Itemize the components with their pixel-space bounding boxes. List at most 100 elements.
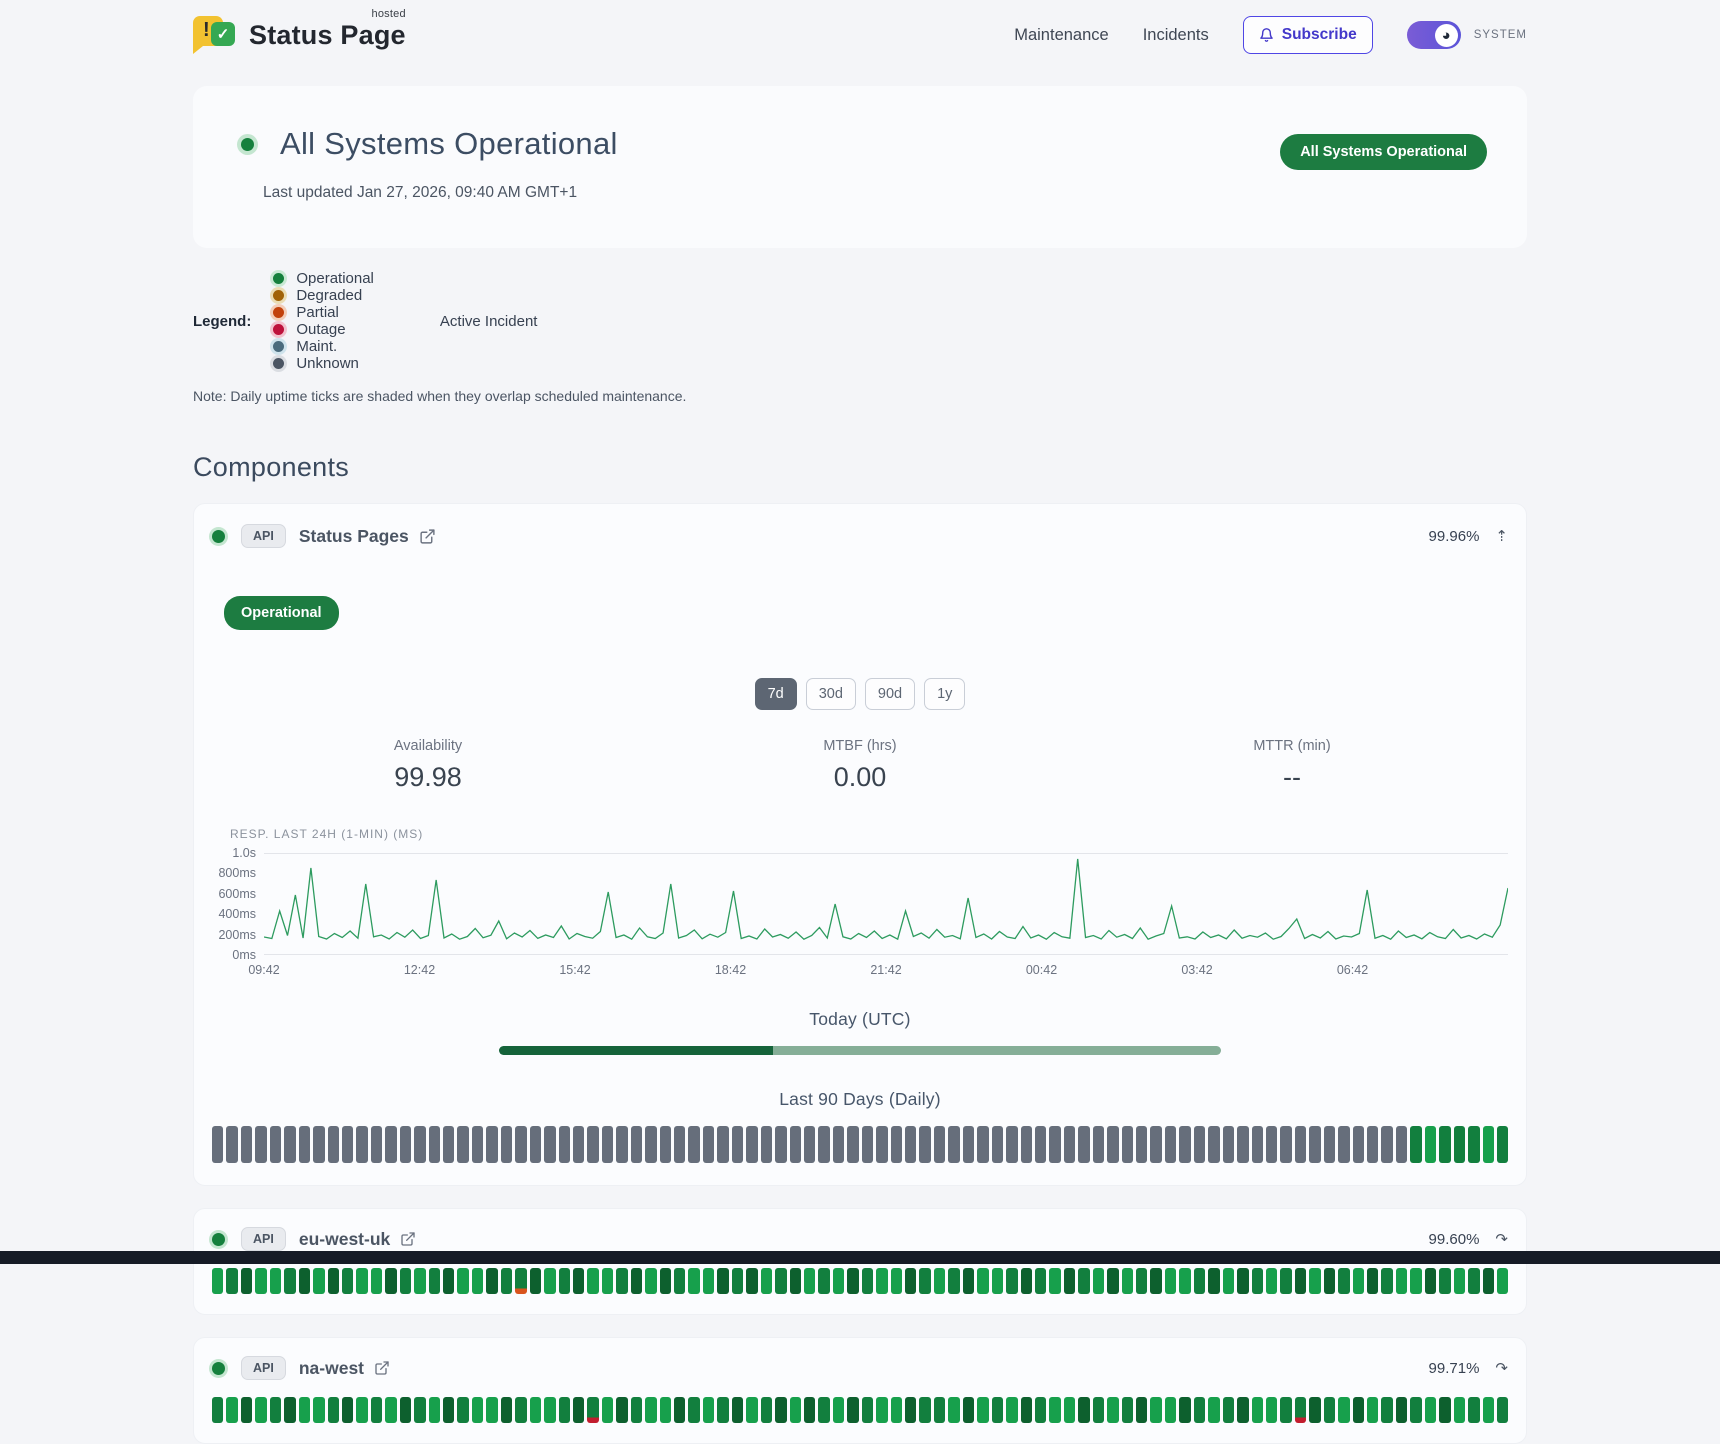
subscribe-button[interactable]: Subscribe <box>1242 16 1373 54</box>
uptime-tick[interactable] <box>832 1397 845 1423</box>
uptime-tick[interactable] <box>255 1397 267 1423</box>
uptime-tick[interactable] <box>1424 1126 1437 1163</box>
uptime-tick[interactable] <box>486 1397 498 1423</box>
uptime-tick[interactable] <box>529 1397 542 1423</box>
uptime-tick[interactable] <box>1179 1268 1191 1294</box>
uptime-tick[interactable] <box>789 1126 801 1163</box>
collapse-arrow-icon[interactable]: ⇡ <box>1495 528 1508 545</box>
uptime-tick[interactable] <box>933 1268 946 1294</box>
uptime-tick[interactable] <box>471 1397 484 1423</box>
range-button-30d[interactable]: 30d <box>805 678 856 710</box>
uptime-tick[interactable] <box>775 1397 787 1423</box>
uptime-tick[interactable] <box>1164 1126 1177 1163</box>
uptime-tick[interactable] <box>572 1126 585 1163</box>
uptime-tick[interactable] <box>1496 1268 1509 1294</box>
uptime-tick[interactable] <box>370 1397 383 1423</box>
uptime-tick[interactable] <box>688 1126 700 1163</box>
uptime-tick[interactable] <box>1468 1268 1480 1294</box>
uptime-tick[interactable] <box>558 1397 570 1423</box>
uptime-tick[interactable] <box>212 1268 224 1294</box>
uptime-tick[interactable] <box>1150 1397 1162 1423</box>
uptime-tick[interactable] <box>1367 1268 1379 1294</box>
uptime-tick[interactable] <box>818 1268 830 1294</box>
uptime-tick[interactable] <box>1410 1126 1422 1163</box>
uptime-tick[interactable] <box>1468 1397 1480 1423</box>
uptime-tick[interactable] <box>1136 1397 1148 1423</box>
uptime-tick[interactable] <box>1164 1268 1177 1294</box>
uptime-tick[interactable] <box>515 1397 527 1423</box>
uptime-tick[interactable] <box>1222 1268 1235 1294</box>
uptime-tick[interactable] <box>284 1268 296 1294</box>
uptime-tick[interactable] <box>861 1397 874 1423</box>
uptime-tick[interactable] <box>1121 1126 1133 1163</box>
uptime-tick[interactable] <box>991 1268 1004 1294</box>
uptime-tick[interactable] <box>948 1126 960 1163</box>
uptime-tick[interactable] <box>587 1268 599 1294</box>
uptime-tick[interactable] <box>544 1268 556 1294</box>
uptime-tick[interactable] <box>616 1126 628 1163</box>
uptime-tick[interactable] <box>876 1126 888 1163</box>
uptime-tick[interactable] <box>890 1126 902 1163</box>
uptime-tick[interactable] <box>659 1268 671 1294</box>
uptime-tick[interactable] <box>832 1268 845 1294</box>
uptime-tick[interactable] <box>1034 1268 1047 1294</box>
uptime-tick[interactable] <box>399 1397 412 1423</box>
uptime-tick[interactable] <box>1381 1397 1393 1423</box>
uptime-tick[interactable] <box>1352 1397 1364 1423</box>
brand-logo[interactable]: ! ✓ Status Page hosted <box>193 8 406 56</box>
uptime-tick[interactable] <box>327 1126 339 1163</box>
uptime-tick[interactable] <box>1078 1126 1090 1163</box>
uptime-tick[interactable] <box>443 1268 455 1294</box>
uptime-tick[interactable] <box>385 1268 397 1294</box>
uptime-tick[interactable] <box>962 1397 975 1423</box>
uptime-tick[interactable] <box>269 1397 282 1423</box>
uptime-tick[interactable] <box>789 1397 801 1423</box>
uptime-tick[interactable] <box>1309 1268 1321 1294</box>
uptime-tick[interactable] <box>443 1397 455 1423</box>
uptime-tick[interactable] <box>890 1268 902 1294</box>
uptime-tick[interactable] <box>919 1397 931 1423</box>
uptime-tick[interactable] <box>1309 1397 1321 1423</box>
uptime-tick[interactable] <box>313 1397 325 1423</box>
uptime-tick[interactable] <box>385 1397 397 1423</box>
uptime-tick[interactable] <box>1092 1126 1105 1163</box>
uptime-tick[interactable] <box>1063 1268 1076 1294</box>
uptime-tick[interactable] <box>1237 1268 1249 1294</box>
uptime-tick[interactable] <box>558 1126 570 1163</box>
uptime-tick[interactable] <box>399 1126 412 1163</box>
uptime-tick[interactable] <box>775 1126 787 1163</box>
uptime-tick[interactable] <box>1352 1126 1364 1163</box>
uptime-tick[interactable] <box>1150 1126 1162 1163</box>
uptime-tick[interactable] <box>1338 1268 1350 1294</box>
uptime-tick[interactable] <box>341 1268 354 1294</box>
uptime-tick[interactable] <box>1482 1126 1494 1163</box>
uptime-tick[interactable] <box>948 1397 960 1423</box>
uptime-tick[interactable] <box>1049 1397 1061 1423</box>
uptime-tick[interactable] <box>370 1268 383 1294</box>
uptime-tick[interactable] <box>1222 1126 1235 1163</box>
uptime-tick[interactable] <box>1323 1397 1336 1423</box>
uptime-tick[interactable] <box>645 1126 657 1163</box>
uptime-tick[interactable] <box>500 1126 513 1163</box>
uptime-tick[interactable] <box>1020 1268 1032 1294</box>
uptime-tick[interactable] <box>515 1268 527 1294</box>
nav-incidents[interactable]: Incidents <box>1142 25 1209 44</box>
uptime-tick[interactable] <box>905 1126 917 1163</box>
uptime-tick[interactable] <box>731 1268 744 1294</box>
uptime-tick[interactable] <box>1107 1397 1119 1423</box>
uptime-tick[interactable] <box>991 1397 1004 1423</box>
uptime-tick[interactable] <box>847 1397 859 1423</box>
uptime-tick[interactable] <box>457 1126 469 1163</box>
uptime-tick[interactable] <box>1078 1268 1090 1294</box>
uptime-tick[interactable] <box>255 1268 267 1294</box>
uptime-tick[interactable] <box>284 1397 296 1423</box>
uptime-tick[interactable] <box>1265 1126 1278 1163</box>
uptime-tick[interactable] <box>1410 1397 1422 1423</box>
uptime-tick[interactable] <box>601 1126 614 1163</box>
uptime-tick[interactable] <box>1020 1126 1032 1163</box>
uptime-tick[interactable] <box>977 1268 989 1294</box>
uptime-tick[interactable] <box>1136 1268 1148 1294</box>
uptime-tick[interactable] <box>457 1268 469 1294</box>
uptime-tick[interactable] <box>1063 1397 1076 1423</box>
uptime-tick[interactable] <box>1049 1126 1061 1163</box>
